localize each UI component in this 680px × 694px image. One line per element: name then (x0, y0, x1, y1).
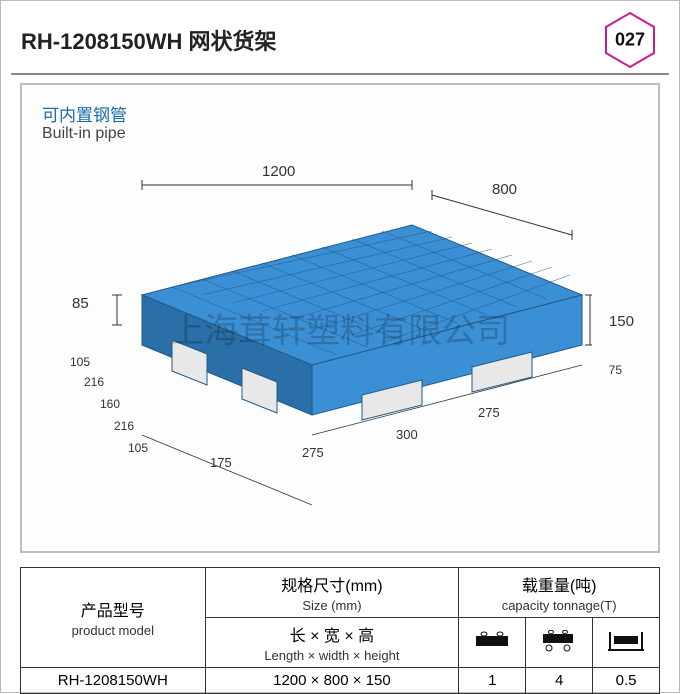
cell-model: RH-1208150WH (21, 668, 206, 694)
col-lwh-cn: 长 × 宽 × 高 (212, 622, 453, 646)
subtitle-cn: 可内置钢管 (42, 101, 127, 126)
dim-left-a: 105 (70, 355, 90, 369)
dim-top-thickness: 85 (72, 295, 89, 312)
cell-cap-dynamic: 4 (526, 668, 593, 694)
product-title: RH-1208150WH 网状货架 (21, 24, 277, 56)
cell-size: 1200 × 800 × 150 (205, 668, 459, 694)
col-model-cn: 产品型号 (27, 597, 199, 621)
dim-left-c: 160 (100, 397, 120, 411)
dim-front-b2: 275 (478, 405, 500, 420)
dim-left-b: 216 (84, 375, 104, 389)
col-model-header: 产品型号 product model (21, 568, 206, 668)
col-size-cn: 规格尺寸(mm) (212, 572, 453, 596)
cell-cap-rack: 0.5 (593, 668, 660, 694)
dim-front-b: 275 (302, 445, 324, 460)
col-lwh-header: 长 × 宽 × 高 Length × width × height (205, 618, 459, 668)
dim-front-c: 300 (396, 427, 418, 442)
col-lwh-en: Length × width × height (212, 648, 453, 663)
dynamic-load-icon (537, 630, 581, 652)
static-load-icon (470, 630, 514, 652)
dim-width: 800 (492, 181, 517, 198)
table-header-row: 产品型号 product model 规格尺寸(mm) Size (mm) 载重… (21, 568, 660, 618)
cap-dynamic-icon-cell (526, 618, 593, 668)
pallet-svg (92, 175, 592, 505)
col-size-header: 规格尺寸(mm) Size (mm) (205, 568, 459, 618)
col-size-en: Size (mm) (212, 598, 453, 613)
col-cap-cn: 载重量(吨) (465, 572, 653, 596)
page-number-badge: 027 (601, 11, 659, 69)
cap-rack-icon-cell (593, 618, 660, 668)
pallet-diagram (92, 175, 592, 505)
cap-static-icon-cell (459, 618, 526, 668)
col-cap-header: 载重量(吨) capacity tonnage(T) (459, 568, 660, 618)
subtitle-en: Built-in pipe (42, 125, 126, 143)
col-model-en: product model (27, 623, 199, 638)
dim-length: 1200 (262, 163, 295, 180)
dim-right-end: 75 (609, 363, 622, 377)
dim-left-b2: 216 (114, 419, 134, 433)
col-cap-en: capacity tonnage(T) (465, 598, 653, 613)
cell-cap-static: 1 (459, 668, 526, 694)
table-data-row: RH-1208150WH 1200 × 800 × 150 1 4 0.5 (21, 668, 660, 694)
spec-table: 产品型号 product model 规格尺寸(mm) Size (mm) 载重… (20, 567, 660, 694)
header-bar: RH-1208150WH 网状货架 027 (11, 11, 669, 75)
dim-front-a: 175 (210, 455, 232, 470)
figure-frame: 可内置钢管 Built-in pipe (20, 83, 660, 553)
dim-height: 150 (609, 313, 634, 330)
page-number: 027 (615, 30, 645, 51)
rack-load-icon (604, 630, 648, 652)
dim-left-a2: 105 (128, 441, 148, 455)
page-container: RH-1208150WH 网状货架 027 可内置钢管 Built-in pip… (0, 0, 680, 693)
